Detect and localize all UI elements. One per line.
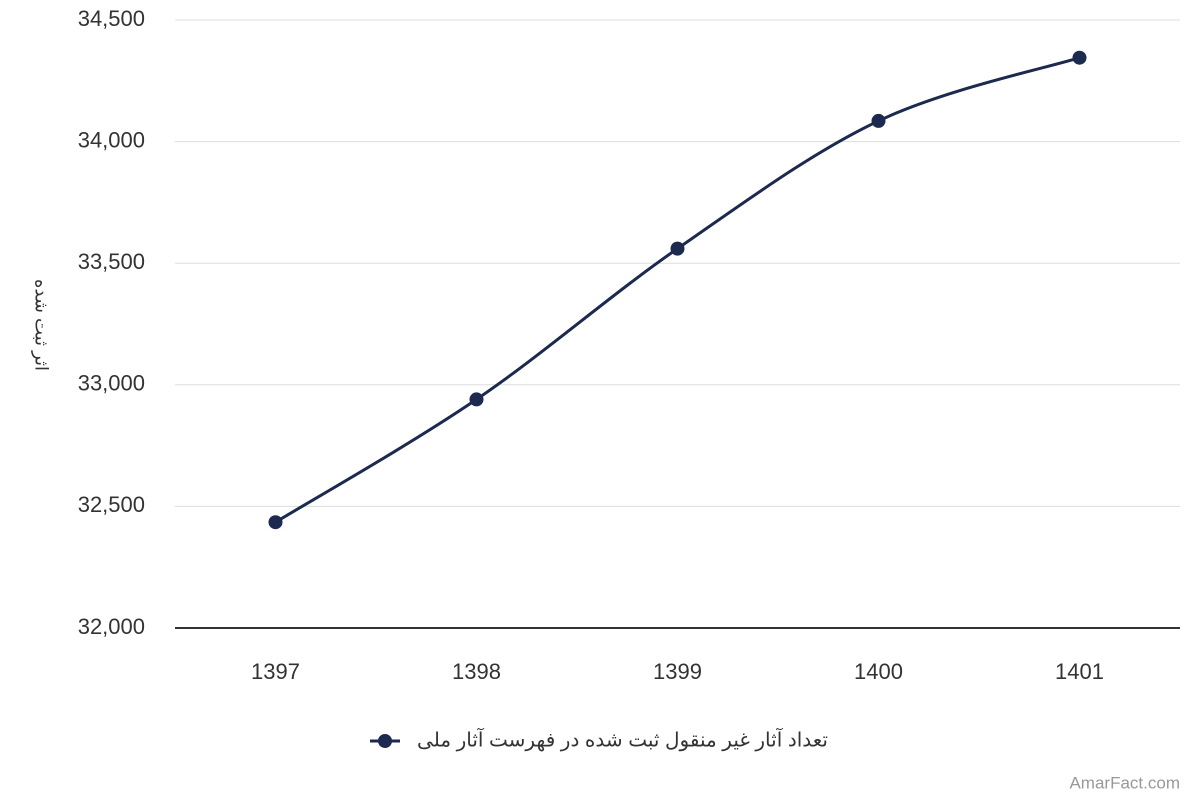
y-tick-label: 34,000 xyxy=(78,127,145,152)
legend-marker xyxy=(378,734,392,748)
y-axis-label: اثر ثبت شده xyxy=(30,279,51,371)
y-tick-label: 33,000 xyxy=(78,371,145,396)
data-point xyxy=(268,515,283,530)
series-line xyxy=(274,56,1080,524)
data-point xyxy=(469,392,484,407)
x-tick-label: 1398 xyxy=(452,659,501,684)
y-tick-label: 33,500 xyxy=(78,249,145,274)
data-point xyxy=(871,113,886,128)
y-tick-label: 32,000 xyxy=(78,614,145,639)
legend-label: تعداد آثار غیر منقول ثبت شده در فهرست آث… xyxy=(417,726,828,751)
watermark: AmarFact.com xyxy=(1069,773,1180,792)
y-tick-label: 34,500 xyxy=(78,6,145,31)
data-point xyxy=(670,241,685,256)
y-tick-label: 32,500 xyxy=(78,492,145,517)
x-tick-label: 1400 xyxy=(854,659,903,684)
data-point xyxy=(1072,50,1087,65)
x-tick-label: 1397 xyxy=(251,659,300,684)
x-tick-label: 1399 xyxy=(653,659,702,684)
x-tick-label: 1401 xyxy=(1055,659,1104,684)
